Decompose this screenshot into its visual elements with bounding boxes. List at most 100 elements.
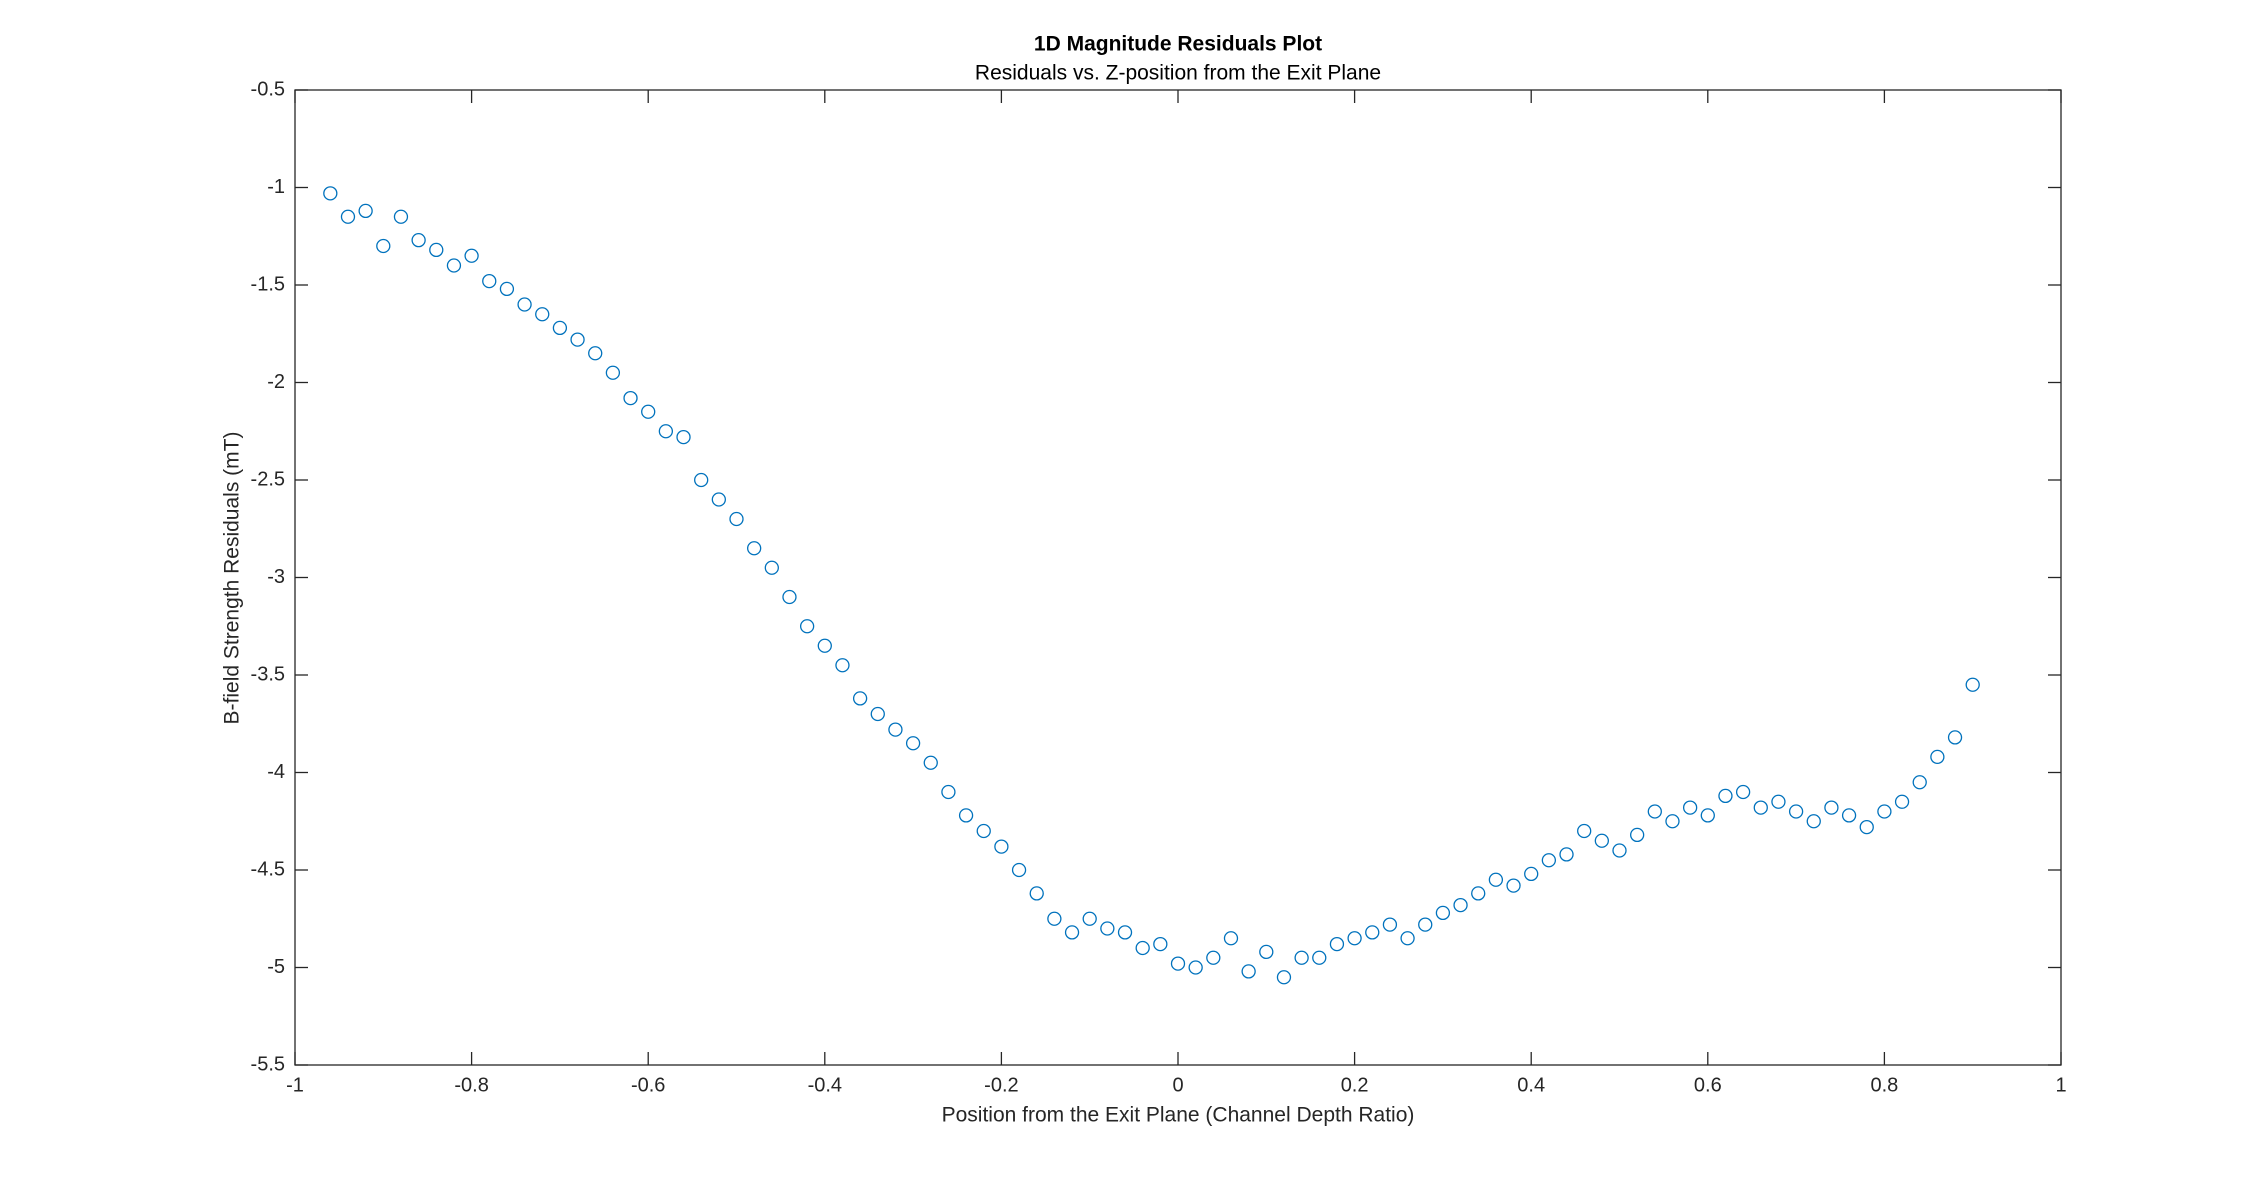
point — [429, 242, 444, 258]
point — [446, 258, 462, 273]
y-tick-label: -5 — [267, 956, 285, 978]
y-tick-label: -2.5 — [251, 468, 285, 490]
point — [482, 273, 497, 289]
point — [1082, 911, 1097, 926]
point — [323, 186, 338, 201]
point — [570, 332, 585, 347]
point — [1347, 931, 1362, 946]
y-tick-label: -3 — [267, 566, 285, 588]
chart-subtitle: Residuals vs. Z-position from the Exit P… — [975, 62, 1381, 85]
point — [1665, 814, 1680, 829]
point — [1594, 833, 1609, 848]
point — [1506, 878, 1521, 893]
point — [923, 755, 938, 770]
point — [1488, 872, 1504, 887]
point — [1029, 886, 1044, 901]
point — [1312, 950, 1327, 965]
point — [340, 209, 356, 224]
point — [817, 638, 832, 653]
point — [976, 823, 991, 839]
point — [358, 203, 373, 219]
point — [1559, 847, 1574, 862]
x-tick-label: 0 — [1172, 1074, 1183, 1096]
point — [747, 541, 762, 556]
point — [994, 839, 1009, 854]
point — [1965, 677, 1980, 692]
x-tick-label: 0.8 — [1870, 1074, 1898, 1096]
point — [1718, 788, 1733, 804]
point — [888, 722, 903, 737]
x-tick-label: 0.2 — [1341, 1074, 1369, 1096]
x-tick-label: -0.4 — [808, 1074, 842, 1096]
y-tick-label: -4.5 — [251, 858, 285, 880]
point — [1241, 964, 1256, 979]
point — [1788, 804, 1804, 819]
point — [535, 307, 550, 322]
point — [799, 619, 815, 634]
y-tick-label: -1.5 — [251, 273, 285, 295]
point — [852, 691, 868, 706]
point — [499, 281, 515, 297]
point — [835, 658, 850, 673]
point — [1682, 800, 1698, 815]
y-tick-label: -3.5 — [251, 663, 285, 685]
x-tick-label: 0.6 — [1694, 1074, 1722, 1096]
point — [1894, 794, 1910, 809]
point — [1276, 970, 1292, 985]
point — [1435, 905, 1451, 921]
point — [1382, 917, 1398, 932]
point — [1064, 925, 1080, 940]
y-axis-label: B-field Strength Residuals (mT) — [221, 432, 244, 725]
point — [1259, 944, 1274, 960]
point — [1735, 784, 1751, 800]
x-tick-label: 0.4 — [1517, 1074, 1545, 1096]
point — [1011, 862, 1027, 878]
point — [1700, 808, 1715, 823]
plot-box — [294, 89, 2062, 1066]
point — [1100, 921, 1115, 936]
point — [1647, 804, 1662, 819]
y-tick-label: -4 — [267, 761, 285, 783]
point — [1365, 925, 1380, 940]
x-tick-label: -0.8 — [454, 1074, 488, 1096]
point — [870, 706, 885, 722]
point — [782, 589, 797, 605]
point — [1630, 827, 1645, 843]
point — [1294, 950, 1309, 965]
point — [1117, 925, 1133, 940]
point — [1453, 897, 1468, 913]
point — [958, 808, 974, 823]
x-tick-label: -1 — [286, 1074, 304, 1096]
point — [588, 346, 603, 361]
point — [729, 511, 744, 527]
point — [1047, 911, 1062, 926]
point — [641, 404, 656, 419]
point — [1400, 931, 1415, 946]
point — [411, 232, 426, 248]
point — [1771, 794, 1786, 809]
point — [676, 429, 691, 445]
y-tick-label: -2 — [267, 371, 285, 393]
point — [1418, 917, 1433, 932]
point — [1912, 775, 1927, 790]
point — [1188, 960, 1203, 975]
point — [694, 472, 709, 488]
point — [1947, 730, 1963, 745]
point — [1806, 814, 1821, 829]
point — [1541, 853, 1557, 868]
point — [1824, 800, 1839, 815]
point — [623, 390, 638, 406]
x-tick-label: -0.6 — [631, 1074, 665, 1096]
point — [1877, 804, 1892, 819]
point — [1841, 808, 1857, 823]
point — [1859, 819, 1874, 835]
point — [517, 297, 532, 312]
point — [1170, 956, 1186, 971]
x-axis-label: Position from the Exit Plane (Channel De… — [942, 1104, 1415, 1127]
point — [941, 784, 956, 800]
point — [1206, 950, 1221, 965]
point — [464, 248, 479, 263]
point — [1930, 749, 1945, 765]
point — [1135, 940, 1150, 956]
